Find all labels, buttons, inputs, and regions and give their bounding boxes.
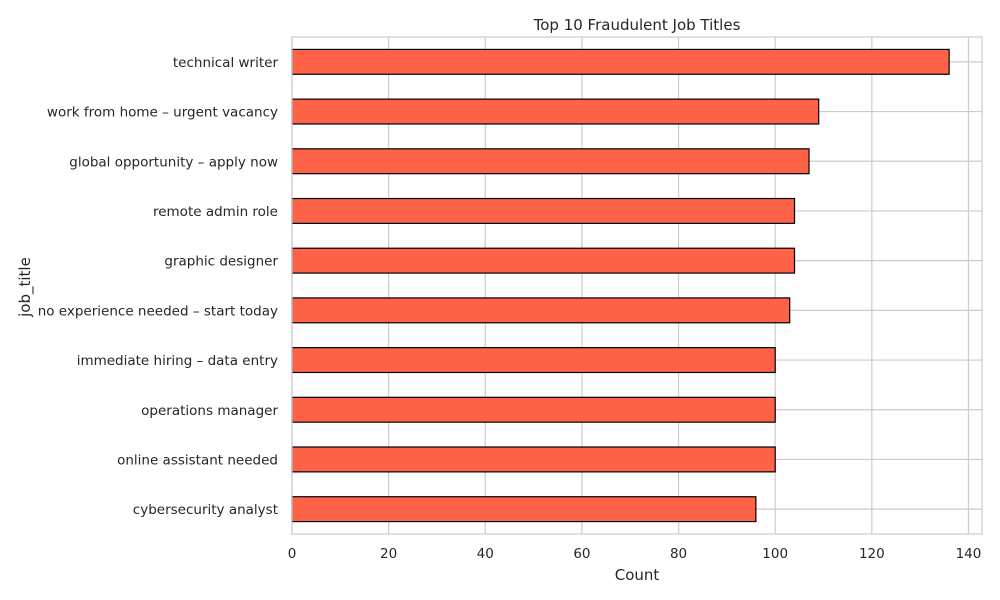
bars	[291, 48, 950, 523]
y-tick-label: cybersecurity analyst	[133, 502, 278, 518]
bar	[291, 98, 820, 125]
y-tick-label: online assistant needed	[117, 452, 278, 468]
chart-title: Top 10 Fraudulent Job Titles	[533, 16, 741, 34]
x-tick-label: 100	[762, 546, 788, 562]
y-tick-label: global opportunity – apply now	[69, 154, 278, 170]
y-tick-label: graphic designer	[164, 254, 278, 270]
bar	[291, 197, 796, 224]
bar	[291, 446, 776, 473]
x-tick-label: 60	[573, 546, 590, 562]
x-tick-label: 80	[670, 546, 687, 562]
y-tick-labels: technical writer work from home – urgent …	[38, 55, 279, 518]
y-tick-label: no experience needed – start today	[38, 303, 278, 319]
bar	[291, 297, 791, 324]
x-tick-label: 0	[288, 546, 297, 562]
bar	[291, 396, 776, 423]
x-tick-label: 140	[956, 546, 982, 562]
x-axis-label: Count	[615, 566, 660, 584]
x-tick-label: 120	[859, 546, 885, 562]
x-tick-label: 20	[380, 546, 397, 562]
bar	[291, 347, 776, 374]
x-tick-label: 40	[477, 546, 494, 562]
bar	[291, 496, 757, 523]
y-tick-label: operations manager	[141, 403, 278, 419]
bar	[291, 148, 810, 175]
plot-frame	[291, 36, 983, 535]
bar	[291, 48, 950, 75]
y-tick-label: immediate hiring – data entry	[77, 353, 278, 369]
y-axis-label: job_title	[16, 257, 35, 318]
y-tick-label: technical writer	[173, 55, 279, 71]
y-tick-label: remote admin role	[153, 204, 278, 220]
x-tick-labels: 0 20 40 60 80 100 120 140	[288, 546, 982, 562]
y-tick-label: work from home – urgent vacancy	[47, 105, 278, 121]
bar	[291, 247, 796, 274]
